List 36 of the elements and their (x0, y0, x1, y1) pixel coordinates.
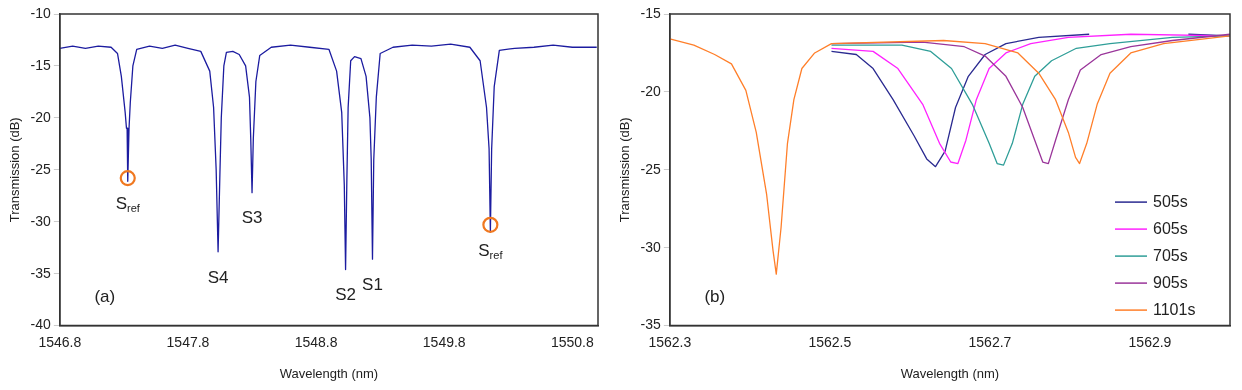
x-tick-label: 1547.8 (166, 333, 210, 350)
y-axis-title: Transmission (dB) (7, 117, 23, 223)
annotation: S3 (241, 208, 263, 228)
x-tick-label: 1546.8 (38, 333, 82, 350)
legend-label: 705s (1153, 246, 1188, 264)
y-tick-label: -25 (640, 160, 662, 177)
y-tick-label: -30 (30, 212, 52, 229)
x-tick-label: 1562.5 (808, 333, 852, 350)
y-tick-label: -20 (640, 82, 662, 99)
y-tick-label: -40 (30, 316, 52, 333)
x-tick-label: 1550.8 (550, 333, 594, 350)
y-tick-label: -10 (30, 4, 52, 21)
x-tick-label: 1549.8 (422, 333, 466, 350)
legend-label: 905s (1153, 273, 1188, 291)
y-axis-title: Transmission (dB) (617, 117, 633, 223)
y-tick-label: -25 (30, 160, 52, 177)
legend-label: 605s (1153, 219, 1188, 237)
legend-label: 505s (1153, 192, 1188, 210)
x-tick-label: 1548.8 (294, 333, 338, 350)
y-tick-label: -30 (640, 238, 662, 255)
x-axis-title: Wavelength (nm) (900, 365, 1000, 381)
legend-label: 1101s (1153, 300, 1196, 318)
annotation: S1 (362, 274, 383, 294)
annotation: S2 (335, 285, 356, 305)
annotation: S4 (207, 267, 229, 287)
y-tick-label: -20 (30, 108, 52, 125)
x-tick-label: 1562.7 (968, 333, 1012, 350)
y-tick-label: -35 (30, 264, 52, 281)
annotation: (b) (704, 287, 726, 307)
y-tick-label: -15 (640, 4, 662, 21)
x-tick-label: 1562.3 (648, 333, 692, 350)
x-tick-label: 1562.9 (1128, 333, 1172, 350)
x-axis-title: Wavelength (nm) (279, 365, 379, 381)
y-tick-label: -35 (640, 316, 662, 333)
y-tick-label: -15 (30, 56, 52, 73)
annotation: (a) (94, 287, 116, 307)
